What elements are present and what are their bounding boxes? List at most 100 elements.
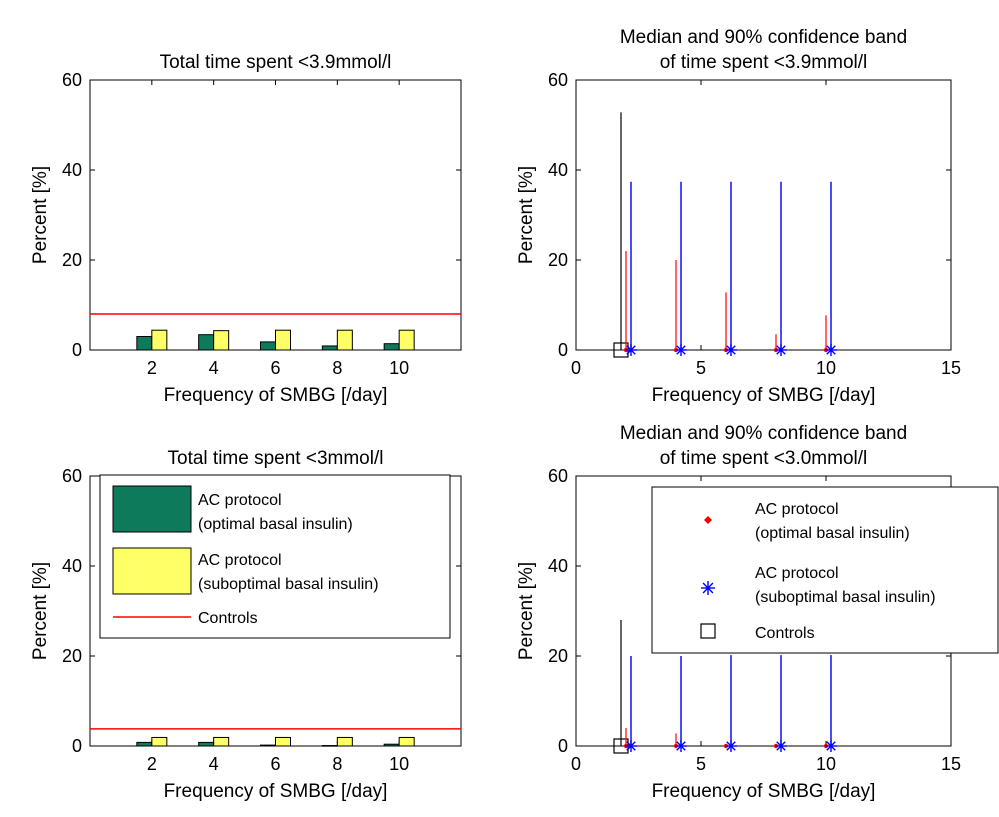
legend-label: AC protocol <box>198 552 282 569</box>
chart-title: Total time spent <3.9mmol/l <box>160 52 392 73</box>
x-axis-label: Frequency of SMBG [/day] <box>164 781 388 802</box>
legend-label: Controls <box>755 625 815 642</box>
y-tick-label: 20 <box>62 646 82 666</box>
y-tick-label: 40 <box>62 160 82 180</box>
legend-swatch-suboptimal <box>112 547 192 595</box>
x-tick-label: 4 <box>209 754 219 774</box>
y-tick-label: 0 <box>72 736 82 756</box>
star-stroke <box>676 345 686 355</box>
star-stroke <box>626 741 636 751</box>
legend-marker-suboptimal <box>701 581 715 595</box>
y-tick-label: 0 <box>72 340 82 360</box>
chart-title: Total time spent <3mmol/l <box>168 448 384 469</box>
bar-optimal <box>136 741 153 747</box>
legend: AC protocol (optimal basal insulin) AC pro… <box>99 474 451 639</box>
y-tick-label: 40 <box>62 556 82 576</box>
bar-optimal <box>321 745 338 747</box>
legend-label: (optimal basal insulin) <box>755 525 910 542</box>
y-tick-label: 60 <box>548 70 568 90</box>
x-tick-label: 5 <box>696 754 706 774</box>
star-stroke <box>826 345 836 355</box>
bar-optimal <box>198 334 215 351</box>
bar-optimal <box>383 743 400 747</box>
y-tick-label: 20 <box>548 646 568 666</box>
legend-swatch-optimal <box>112 485 192 533</box>
bar-suboptimal <box>213 736 230 747</box>
y-tick-label: 40 <box>548 160 568 180</box>
bar-optimal <box>136 336 153 351</box>
x-tick-label: 0 <box>571 754 581 774</box>
y-tick-label: 0 <box>558 736 568 756</box>
star-stroke <box>626 345 636 355</box>
y-axis-label: Percent [%] <box>30 166 51 264</box>
y-axis-label: Percent [%] <box>516 562 537 660</box>
x-tick-label: 6 <box>270 358 280 378</box>
x-tick-label: 8 <box>332 358 342 378</box>
x-axis-label: Frequency of SMBG [/day] <box>164 385 388 406</box>
median-suboptimal-point <box>675 740 687 752</box>
star-stroke <box>776 741 786 751</box>
x-tick-label: 10 <box>389 358 409 378</box>
bar-optimal <box>383 343 400 351</box>
median-suboptimal-point <box>825 344 837 356</box>
legend-label: Controls <box>198 610 258 627</box>
x-tick-label: 2 <box>147 358 157 378</box>
x-tick-label: 10 <box>816 754 836 774</box>
x-tick-label: 5 <box>696 358 706 378</box>
y-tick-label: 0 <box>558 340 568 360</box>
y-tick-label: 60 <box>548 466 568 486</box>
x-tick-label: 8 <box>332 754 342 774</box>
star-stroke <box>826 741 836 751</box>
x-tick-label: 15 <box>941 754 961 774</box>
star-stroke <box>776 345 786 355</box>
legend-box <box>651 486 999 654</box>
star-stroke <box>726 345 736 355</box>
legend-marker-controls <box>700 623 716 639</box>
x-tick-label: 10 <box>816 358 836 378</box>
legend-label: (optimal basal insulin) <box>198 516 353 533</box>
plot-frame <box>575 79 952 351</box>
median-suboptimal-point <box>725 740 737 752</box>
chart-2: 0 20 40 60 0 5 10 15 Frequency of SMBG [/day] Per… <box>516 27 961 406</box>
x-tick-label: 4 <box>209 358 219 378</box>
legend-marker-optimal <box>704 516 712 524</box>
bar-suboptimal <box>398 736 415 747</box>
legend-label: AC protocol <box>755 501 839 518</box>
legend-label: (suboptimal basal insulin) <box>755 589 936 606</box>
median-suboptimal-point <box>625 740 637 752</box>
y-tick-label: 60 <box>62 70 82 90</box>
y-tick-label: 60 <box>62 466 82 486</box>
chart-title: Median and 90% confidence band <box>620 27 907 48</box>
bar-optimal <box>198 741 215 747</box>
bar-suboptimal <box>336 736 353 747</box>
bar-suboptimal <box>213 330 230 351</box>
bar-optimal <box>260 744 276 747</box>
bar-suboptimal <box>398 329 415 351</box>
x-tick-label: 0 <box>571 358 581 378</box>
x-tick-label: 2 <box>147 754 157 774</box>
bar-suboptimal <box>275 329 291 351</box>
median-suboptimal-point <box>775 344 787 356</box>
median-suboptimal-point <box>725 344 737 356</box>
star-stroke <box>726 741 736 751</box>
bar-suboptimal <box>275 736 291 747</box>
median-suboptimal-point <box>775 740 787 752</box>
x-tick-label: 10 <box>389 754 409 774</box>
chart-title: of time spent <3.9mmol/l <box>660 52 868 73</box>
chart-4: 0 20 40 60 0 5 10 15 Frequency of SMBG [/day] Per… <box>516 423 999 802</box>
bar-optimal <box>260 341 276 351</box>
x-axis-label: Frequency of SMBG [/day] <box>652 781 876 802</box>
y-tick-label: 20 <box>62 250 82 270</box>
plot-frame <box>89 79 462 351</box>
legend: AC protocol (optimal basal insulin) AC pro… <box>651 486 999 654</box>
x-tick-label: 15 <box>941 358 961 378</box>
star-stroke <box>676 741 686 751</box>
median-suboptimal-point <box>825 740 837 752</box>
bar-suboptimal <box>151 736 168 747</box>
legend-label: AC protocol <box>755 565 839 582</box>
y-tick-label: 40 <box>548 556 568 576</box>
bar-optimal <box>321 345 338 351</box>
